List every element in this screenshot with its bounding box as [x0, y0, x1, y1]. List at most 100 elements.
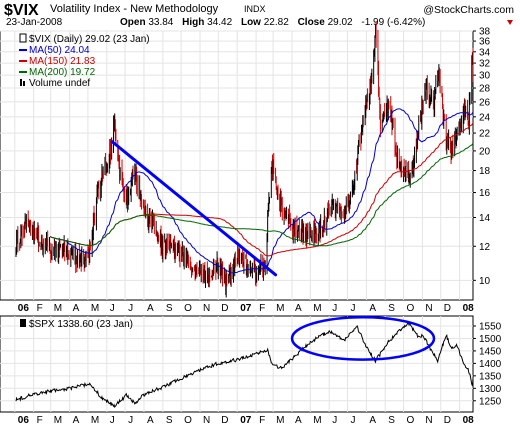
spx-ytick-label: 1550 — [479, 321, 502, 332]
spx-ytick-label: 1450 — [479, 346, 502, 357]
spx-xtick-label: F — [37, 415, 43, 426]
vix-xtick-label: J — [350, 303, 355, 314]
vix-bars — [15, 21, 474, 298]
vix-xtick-label: 08 — [463, 303, 475, 314]
spx-xtick-label: S — [166, 415, 173, 426]
spx-xtick-label: F — [259, 415, 265, 426]
vix-xtick-label: M — [54, 303, 62, 314]
spx-ytick-label: 1500 — [479, 334, 502, 345]
spx-frame — [0, 315, 474, 413]
vix-xtick-label: S — [166, 303, 173, 314]
vix-xtick-label: J — [332, 303, 337, 314]
vix-xtick-label: 06 — [18, 303, 30, 314]
vix-xtick-label: N — [203, 303, 210, 314]
vix-ytick-label: 14 — [479, 213, 491, 224]
vix-xtick-label: A — [73, 303, 80, 314]
spx-line — [15, 321, 474, 408]
vix-xtick-label: A — [295, 303, 302, 314]
vix-xtick-label: D — [221, 303, 228, 314]
vix-legend-swatch — [19, 33, 27, 43]
open-label: Open — [120, 17, 146, 28]
vix-ytick-label: 32 — [479, 59, 491, 70]
vix-ytick-label: 20 — [479, 146, 491, 157]
spx-xtick-label: S — [388, 415, 395, 426]
low-label: Low — [241, 17, 261, 28]
vix-xtick-label: O — [407, 303, 415, 314]
vix-panel: 06 F M A M J J A S O N D 07 F M A M J J A S O N D 08101214161820… — [0, 21, 491, 314]
spx-xtick-label: N — [203, 415, 210, 426]
vix-ytick-label: 30 — [479, 71, 491, 82]
close-value: 29.02 — [328, 17, 353, 28]
close-label: Close — [298, 17, 326, 28]
vix-trendline — [110, 140, 278, 277]
spx-xtick-label: A — [73, 415, 80, 426]
vix-xtick-label: M — [313, 303, 321, 314]
spx-xtick-label: O — [184, 415, 192, 426]
spx-ytick-label: 1350 — [479, 371, 502, 382]
vix-xtick-label: J — [110, 303, 115, 314]
volume-legend-label: Volume undef — [29, 78, 90, 89]
symbol-title: $VIX — [4, 2, 39, 19]
vix-xtick-label: M — [91, 303, 99, 314]
change-value: -1.99 (-6.42%) — [361, 17, 425, 28]
spx-xtick-label: M — [91, 415, 99, 426]
spx-xtick-label: 06 — [18, 415, 30, 426]
spx-xtick-label: J — [350, 415, 355, 426]
vix-ytick-label: 26 — [479, 97, 491, 108]
spx-ytick-label: 1400 — [479, 359, 502, 370]
vix-ytick-label: 36 — [479, 37, 491, 48]
vix-xtick-label: D — [444, 303, 451, 314]
low-value: 22.82 — [264, 17, 289, 28]
vix-ytick-label: 10 — [479, 276, 491, 287]
watermark: @StockCharts.com — [423, 4, 514, 16]
spx-xtick-label: 07 — [240, 415, 252, 426]
vix-ytick-label: 28 — [479, 84, 491, 95]
down-arrow-icon — [507, 20, 513, 25]
ma50-legend-label: MA(50) 24.04 — [29, 45, 90, 56]
volume-legend-swatch — [23, 81, 25, 86]
spx-xtick-label: J — [332, 415, 337, 426]
vix-ytick-label: 24 — [479, 112, 491, 123]
vix-xtick-label: F — [37, 303, 43, 314]
spx-xtick-label: J — [128, 415, 133, 426]
vix-xtick-label: A — [147, 303, 154, 314]
spx-ytick-label: 1250 — [479, 396, 502, 407]
spx-xtick-label: 08 — [463, 415, 475, 426]
ma150-legend-label: MA(150) 21.83 — [29, 56, 96, 67]
high-value: 34.42 — [207, 17, 232, 28]
spx-xtick-label: M — [54, 415, 62, 426]
exchange-label: INDX — [244, 4, 266, 14]
vix-legend-label: $VIX (Daily) 29.02 (23 Jan) — [29, 34, 150, 45]
vix-ytick-label: 22 — [479, 129, 491, 140]
spx-legend-label: $SPX 1338.60 (23 Jan) — [29, 319, 133, 330]
spx-xtick-label: A — [295, 415, 302, 426]
volume-legend-swatch — [20, 79, 22, 86]
spx-panel: 06 F M A M J J A S O N D 07 F M A M J J A S O N D 08125013001350… — [0, 315, 502, 426]
spx-legend-swatch — [20, 319, 26, 327]
date-label: 23-Jan-2008 — [6, 17, 63, 28]
vix-xtick-label: F — [259, 303, 265, 314]
vix-ytick-label: 12 — [479, 242, 491, 253]
spx-xtick-label: A — [369, 415, 376, 426]
vix-ytick-label: 18 — [479, 166, 491, 177]
open-value: 33.84 — [148, 17, 173, 28]
ma200-legend-label: MA(200) 19.72 — [29, 67, 96, 78]
spx-ellipse-annotation — [290, 315, 436, 361]
legend: $VIX (Daily) 29.02 (23 Jan)MA(50) 24.04M… — [19, 33, 150, 89]
vix-ytick-label: 38 — [479, 27, 491, 38]
vix-xtick-label: J — [128, 303, 133, 314]
spx-xtick-label: M — [313, 415, 321, 426]
vix-xtick-label: N — [425, 303, 432, 314]
vix-xtick-label: 07 — [240, 303, 252, 314]
vix-xtick-label: M — [276, 303, 284, 314]
spx-xtick-label: D — [444, 415, 451, 426]
vix-ytick-label: 16 — [479, 188, 491, 199]
vix-ytick-label: 34 — [479, 47, 491, 58]
spx-xtick-label: N — [425, 415, 432, 426]
spx-xtick-label: O — [407, 415, 415, 426]
vix-xtick-label: A — [369, 303, 376, 314]
spx-xtick-label: J — [110, 415, 115, 426]
spx-xtick-label: M — [276, 415, 284, 426]
